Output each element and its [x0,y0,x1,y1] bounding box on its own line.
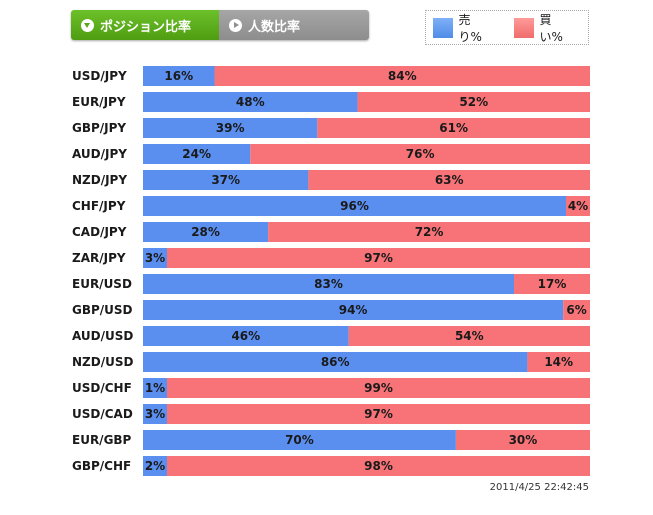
pair-label: USD/CAD [72,407,133,421]
buy-bar [527,352,590,372]
sell-value-label: 48% [236,95,265,109]
sell-bar [143,326,349,346]
buy-value-label: 54% [455,329,484,343]
sell-value-label: 3% [145,407,165,421]
buy-value-label: 84% [388,69,417,83]
sell-value-label: 96% [340,199,369,213]
sell-value-label: 2% [145,459,165,473]
sell-value-label: 39% [216,121,245,135]
buy-bar [566,196,590,216]
sell-bar [143,352,528,372]
pair-label: EUR/USD [72,277,132,291]
sell-bar [143,404,167,424]
sell-value-label: 16% [164,69,193,83]
tab-label: 人数比率 [248,19,301,35]
buy-bar [357,92,590,112]
buy-bar [167,404,590,424]
buy-value-label: 6% [566,303,586,317]
sell-value-label: 1% [145,381,165,395]
sell-bar [143,66,215,86]
buy-bar [455,430,590,450]
sell-bar [143,92,358,112]
sell-value-label: 83% [314,277,343,291]
sell-bar [143,430,456,450]
chevron-down-icon [81,18,94,32]
pair-label: CHF/JPY [72,199,126,213]
buy-value-label: 97% [364,251,393,265]
sell-bar [143,456,167,476]
sell-value-label: 24% [182,147,211,161]
buy-value-label: 61% [439,121,468,135]
buy-swatch [514,17,534,38]
pair-label: AUD/USD [72,329,133,343]
pair-label: USD/JPY [72,69,127,83]
buy-value-label: 30% [509,433,538,447]
buy-value-label: 17% [538,277,567,291]
pair-label: EUR/JPY [72,95,126,109]
sell-swatch [433,17,453,38]
sell-value-label: 37% [211,173,240,187]
pair-label: AUD/JPY [72,147,127,161]
sell-bar [143,378,167,398]
buy-bar [308,170,590,190]
pair-label: EUR/GBP [72,433,132,447]
buy-bar [514,274,590,294]
pair-label: GBP/JPY [72,121,126,135]
buy-bar [348,326,590,346]
sell-bar [143,196,566,216]
sell-value-label: 70% [285,433,314,447]
buy-bar [317,118,590,138]
timestamp: 2011/4/25 22:42:45 [489,482,589,493]
buy-bar [167,378,590,398]
sell-bar [143,170,309,190]
buy-bar [268,222,590,242]
buy-bar [167,248,590,268]
legend-buy-label: 買い% [539,12,563,44]
pair-label: NZD/JPY [72,173,127,187]
play-right-icon [229,18,242,32]
buy-bar [563,300,590,320]
pair-label: GBP/CHF [72,459,131,473]
tab-label: ポジション比率 [100,19,192,35]
buy-value-label: 98% [364,459,393,473]
tab-people-ratio[interactable]: 人数比率 [219,10,369,40]
sell-bar [143,144,251,164]
buy-bar [250,144,590,164]
buy-value-label: 14% [544,355,573,369]
buy-value-label: 4% [568,199,588,213]
pair-label: ZAR/JPY [72,251,126,265]
buy-bar [167,456,590,476]
pair-label: CAD/JPY [72,225,127,239]
ratio-tabs: ポジション比率 人数比率 [71,10,369,40]
legend-item-sell: 売り% [433,11,493,45]
sell-bar [143,300,564,320]
sell-value-label: 3% [145,251,165,265]
sell-bar [143,248,167,268]
tab-position-ratio[interactable]: ポジション比率 [71,10,219,40]
pair-label: NZD/USD [72,355,133,369]
sell-value-label: 28% [191,225,220,239]
sell-bar [143,222,269,242]
sell-bar [143,274,515,294]
buy-value-label: 99% [364,381,393,395]
pair-label: USD/CHF [72,381,132,395]
legend-item-buy: 買い% [514,11,574,45]
sell-bar [143,118,318,138]
sell-value-label: 94% [339,303,368,317]
buy-value-label: 52% [459,95,488,109]
buy-bar [214,66,590,86]
buy-value-label: 63% [435,173,464,187]
buy-value-label: 76% [406,147,435,161]
buy-value-label: 72% [415,225,444,239]
legend: 売り% 買い% [425,10,589,45]
sell-value-label: 46% [231,329,260,343]
legend-sell-label: 売り% [458,12,482,44]
buy-value-label: 97% [364,407,393,421]
sell-value-label: 86% [321,355,350,369]
pair-label: GBP/USD [72,303,133,317]
